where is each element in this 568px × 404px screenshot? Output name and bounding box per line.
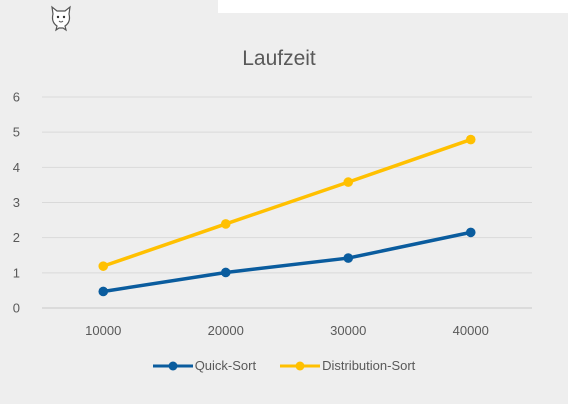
y-tick-label: 2 (13, 230, 20, 245)
cat-icon (51, 5, 71, 32)
x-tick-label: 40000 (453, 323, 489, 338)
y-tick-label: 1 (13, 265, 20, 280)
y-tick-label: 5 (13, 125, 20, 140)
legend-label-distribution-sort: Distribution-Sort (322, 358, 416, 373)
legend-marker-distribution-sort (280, 361, 321, 370)
data-point (220, 267, 231, 278)
data-point (98, 286, 109, 297)
y-tick-label: 4 (13, 160, 20, 175)
legend-marker-quick-sort (152, 361, 193, 370)
x-tick-label: 20000 (208, 323, 244, 338)
legend-item-quick-sort: Quick-Sort (152, 358, 257, 373)
data-point (343, 177, 354, 187)
x-tick-label: 10000 (85, 323, 121, 338)
series-line (101, 137, 473, 268)
data-point (220, 219, 231, 229)
chart-title: Laufzeit (242, 47, 316, 70)
data-point (465, 134, 476, 145)
data-point (465, 227, 476, 238)
legend-label-quick-sort: Quick-Sort (194, 358, 257, 373)
y-tick-label: 3 (13, 195, 20, 210)
data-point (343, 253, 354, 263)
legend: Quick-Sort Distribution-Sort (0, 358, 568, 373)
y-tick-label: 6 (13, 90, 20, 105)
series-line (101, 230, 473, 294)
legend-item-distribution-sort: Distribution-Sort (280, 358, 415, 373)
y-tick-label: 0 (13, 301, 20, 316)
x-tick-label: 30000 (330, 323, 366, 338)
top-white-strip (218, 0, 568, 13)
data-point (98, 261, 109, 271)
